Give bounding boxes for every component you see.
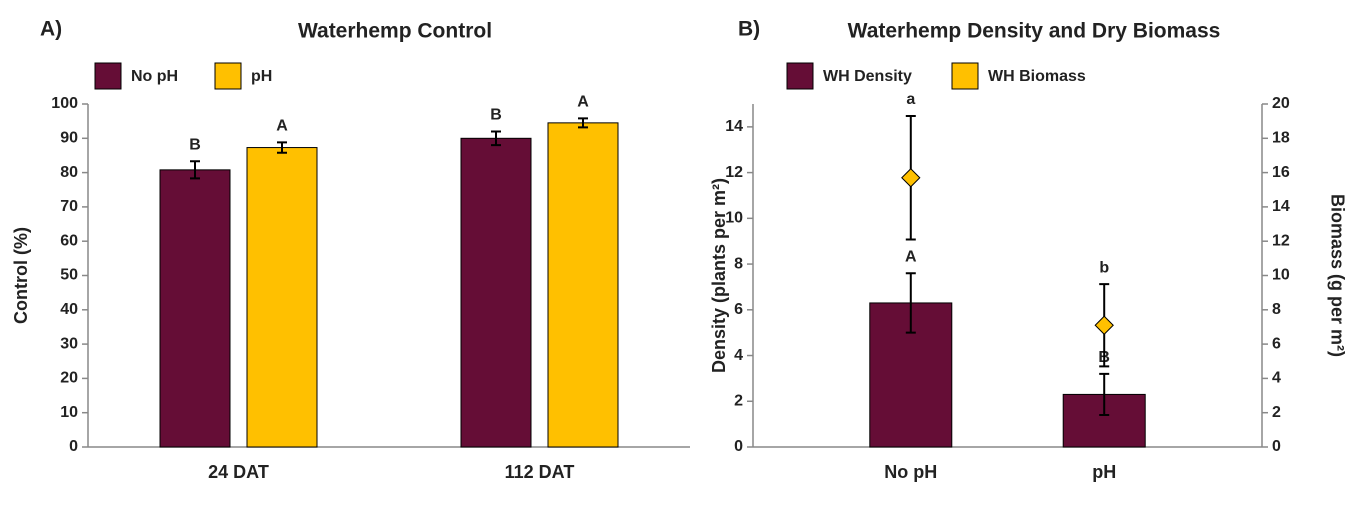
legend-label: No pH [131, 68, 178, 85]
y-tick-label: 2 [734, 392, 743, 409]
y-tick-label: 4 [734, 347, 743, 364]
y2-tick-label: 10 [1272, 267, 1290, 284]
legend-swatch [214, 62, 242, 90]
significance-letter: B [189, 136, 201, 153]
error-bar [578, 117, 588, 129]
diamond-marker [901, 168, 921, 188]
x-tick-label: 112 DAT [505, 462, 575, 482]
y-tick-label: 70 [60, 198, 78, 215]
significance-letter: A [276, 118, 288, 135]
y2-tick-label: 18 [1272, 130, 1290, 147]
y2-tick-label: 4 [1272, 370, 1281, 387]
significance-letter: a [906, 91, 915, 108]
chart-title: Waterhemp Control [298, 20, 492, 43]
y-tick-label: 0 [69, 438, 78, 455]
y-tick-label: 10 [725, 210, 743, 227]
y-tick-label: 20 [60, 370, 78, 387]
y-axis-label: Density (plants per m²) [709, 178, 729, 373]
y-tick-label: 80 [60, 164, 78, 181]
significance-letter: b [1099, 259, 1109, 276]
panel-label: B) [738, 18, 760, 41]
panel-label: A) [40, 18, 62, 41]
bar [547, 122, 619, 448]
y2-tick-label: 8 [1272, 301, 1281, 318]
y2-tick-label: 6 [1272, 335, 1281, 352]
legend-label: WH Biomass [988, 68, 1086, 85]
y-tick-label: 30 [60, 335, 78, 352]
y2-tick-label: 2 [1272, 404, 1281, 421]
y-tick-label: 10 [60, 404, 78, 421]
significance-letter: B [490, 107, 502, 124]
x-tick-label: No pH [884, 462, 937, 482]
y-tick-label: 6 [734, 301, 743, 318]
diamond-marker [1094, 315, 1114, 335]
y2-tick-label: 16 [1272, 164, 1290, 181]
y-tick-label: 14 [725, 118, 743, 135]
bar [159, 169, 231, 448]
error-bar [190, 160, 200, 180]
y-tick-label: 60 [60, 232, 78, 249]
y2-tick-label: 20 [1272, 95, 1290, 112]
error-bar [1099, 372, 1110, 416]
legend-swatch [951, 62, 979, 90]
error-bar [491, 130, 501, 147]
significance-letter: A [577, 94, 589, 111]
legend-label: pH [251, 68, 272, 85]
y-tick-label: 40 [60, 301, 78, 318]
y-tick-label: 100 [51, 95, 78, 112]
bar [246, 147, 318, 448]
x-tick-label: 24 DAT [208, 462, 269, 482]
bar [460, 137, 532, 448]
error-bar [905, 272, 916, 334]
y-tick-label: 0 [734, 438, 743, 455]
y-axis-label: Control (%) [11, 227, 31, 324]
legend-label: WH Density [823, 68, 912, 85]
legend-swatch [786, 62, 814, 90]
y2-axis-label: Biomass (g per m²) [1327, 194, 1347, 357]
error-bar [277, 141, 287, 154]
y2-tick-label: 12 [1272, 232, 1290, 249]
x-tick-label: pH [1092, 462, 1116, 482]
y-tick-label: 12 [725, 164, 743, 181]
chart-title: Waterhemp Density and Dry Biomass [848, 20, 1221, 43]
y-tick-label: 8 [734, 255, 743, 272]
y-tick-label: 90 [60, 130, 78, 147]
y2-tick-label: 14 [1272, 198, 1290, 215]
legend-swatch [94, 62, 122, 90]
y-tick-label: 50 [60, 267, 78, 284]
y2-tick-label: 0 [1272, 438, 1281, 455]
significance-letter: A [905, 248, 917, 265]
